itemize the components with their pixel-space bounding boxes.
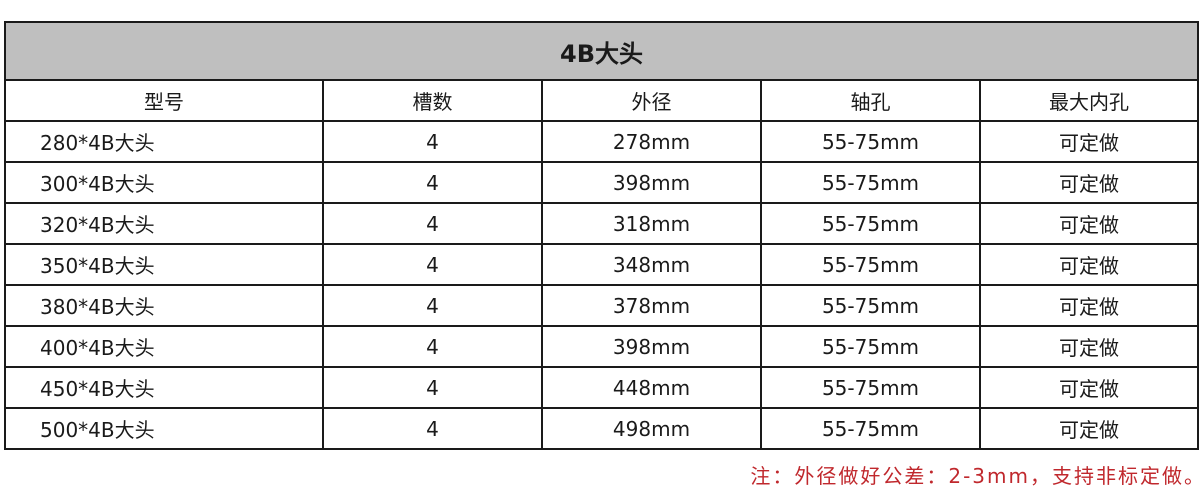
table-cell: 55-75mm (760, 202, 981, 245)
table-cell: 4 (322, 325, 543, 368)
header-row: 型号 槽数 外径 轴孔 最大内孔 (4, 79, 1199, 122)
table-cell: 498mm (541, 407, 762, 450)
table-cell: 可定做 (979, 161, 1199, 204)
table-cell: 448mm (541, 366, 762, 409)
table-cell: 278mm (541, 120, 762, 163)
table-cell: 4 (322, 366, 543, 409)
table-cell: 300*4B大头 (4, 161, 324, 204)
table-cell: 可定做 (979, 407, 1199, 450)
table-row: 280*4B大头 4 278mm 55-75mm 可定做 (4, 120, 1199, 163)
table-cell: 55-75mm (760, 407, 981, 450)
table-cell: 348mm (541, 243, 762, 286)
table-cell: 398mm (541, 161, 762, 204)
table-row: 400*4B大头 4 398mm 55-75mm 可定做 (4, 325, 1199, 368)
table-cell: 55-75mm (760, 325, 981, 368)
table-cell: 4 (322, 243, 543, 286)
table-cell: 55-75mm (760, 243, 981, 286)
table-cell: 55-75mm (760, 284, 981, 327)
column-header: 槽数 (322, 79, 543, 122)
table-cell: 378mm (541, 284, 762, 327)
table-cell: 398mm (541, 325, 762, 368)
table-title: 4B大头 (4, 21, 1199, 81)
table-cell: 4 (322, 120, 543, 163)
table-cell: 可定做 (979, 284, 1199, 327)
table-cell: 380*4B大头 (4, 284, 324, 327)
table-cell: 4 (322, 284, 543, 327)
table-cell: 4 (322, 202, 543, 245)
table-row: 500*4B大头 4 498mm 55-75mm 可定做 (4, 407, 1199, 450)
table-cell: 4 (322, 161, 543, 204)
table-cell: 400*4B大头 (4, 325, 324, 368)
table-row: 380*4B大头 4 378mm 55-75mm 可定做 (4, 284, 1199, 327)
table-cell: 450*4B大头 (4, 366, 324, 409)
table-row: 350*4B大头 4 348mm 55-75mm 可定做 (4, 243, 1199, 286)
table-cell: 280*4B大头 (4, 120, 324, 163)
table-cell: 318mm (541, 202, 762, 245)
footnote: 注：外径做好公差：2-3mm，支持非标定做。 (750, 464, 1200, 488)
table-cell: 可定做 (979, 325, 1199, 368)
table-row: 300*4B大头 4 398mm 55-75mm 可定做 (4, 161, 1199, 204)
table-cell: 320*4B大头 (4, 202, 324, 245)
column-header: 最大内孔 (979, 79, 1199, 122)
table-cell: 55-75mm (760, 120, 981, 163)
table-cell: 55-75mm (760, 366, 981, 409)
table-cell: 可定做 (979, 202, 1199, 245)
table-cell: 可定做 (979, 243, 1199, 286)
table-cell: 350*4B大头 (4, 243, 324, 286)
table-cell: 4 (322, 407, 543, 450)
column-header: 轴孔 (760, 79, 981, 122)
table-cell: 可定做 (979, 120, 1199, 163)
table-row: 450*4B大头 4 448mm 55-75mm 可定做 (4, 366, 1199, 409)
table-cell: 可定做 (979, 366, 1199, 409)
column-header: 外径 (541, 79, 762, 122)
column-header: 型号 (4, 79, 324, 122)
table-row: 320*4B大头 4 318mm 55-75mm 可定做 (4, 202, 1199, 245)
table-cell: 55-75mm (760, 161, 981, 204)
spec-table: 4B大头 型号 槽数 外径 轴孔 最大内孔 280*4B大头 4 278mm 55-7… (4, 21, 1199, 450)
table-cell: 500*4B大头 (4, 407, 324, 450)
